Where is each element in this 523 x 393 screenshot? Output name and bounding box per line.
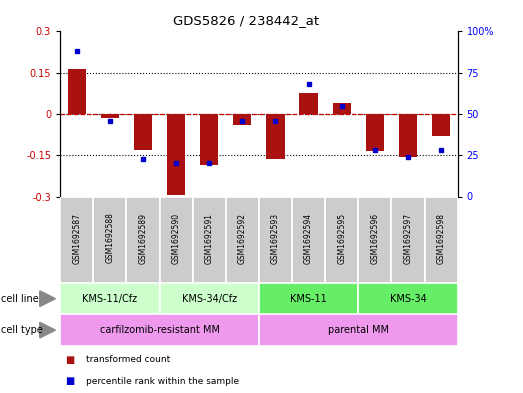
Bar (101, 114, 119, 118)
Text: GSM1692587: GSM1692587 (72, 213, 81, 263)
Bar (192, 196, 226, 283)
Text: GSM1692596: GSM1692596 (370, 213, 379, 264)
Text: ■: ■ (65, 354, 75, 365)
Bar (325, 196, 358, 283)
Bar (60, 283, 160, 314)
Text: GSM1692592: GSM1692592 (238, 213, 247, 263)
Bar (292, 196, 325, 283)
Bar (200, 114, 218, 165)
Bar (432, 114, 450, 136)
Bar (425, 196, 458, 283)
Text: KMS-34: KMS-34 (390, 294, 426, 304)
Polygon shape (40, 291, 55, 307)
Text: GSM1692588: GSM1692588 (105, 213, 115, 263)
Bar (167, 114, 185, 195)
Bar (300, 94, 317, 114)
Text: GSM1692593: GSM1692593 (271, 213, 280, 264)
Text: GDS5826 / 238442_at: GDS5826 / 238442_at (173, 14, 319, 27)
Bar (60, 196, 93, 283)
Polygon shape (40, 322, 55, 338)
Bar (259, 314, 458, 346)
Bar (358, 196, 391, 283)
Text: GSM1692595: GSM1692595 (337, 213, 346, 264)
Bar (233, 114, 252, 125)
Bar (160, 196, 192, 283)
Bar (160, 283, 259, 314)
Text: ■: ■ (65, 376, 75, 386)
Text: GSM1692594: GSM1692594 (304, 213, 313, 264)
Bar (333, 103, 351, 114)
Text: KMS-11: KMS-11 (290, 294, 327, 304)
Bar (366, 114, 384, 151)
Bar (399, 114, 417, 157)
Text: transformed count: transformed count (86, 355, 170, 364)
Text: GSM1692598: GSM1692598 (437, 213, 446, 263)
Bar (226, 196, 259, 283)
Bar (358, 283, 458, 314)
Text: GSM1692591: GSM1692591 (204, 213, 214, 263)
Bar (67, 68, 86, 114)
Text: GSM1692590: GSM1692590 (172, 213, 180, 264)
Text: cell type: cell type (1, 325, 43, 335)
Text: GSM1692589: GSM1692589 (139, 213, 147, 263)
Bar (259, 283, 358, 314)
Text: cell line: cell line (1, 294, 39, 304)
Bar (391, 196, 425, 283)
Text: KMS-11/Cfz: KMS-11/Cfz (82, 294, 138, 304)
Text: carfilzomib-resistant MM: carfilzomib-resistant MM (99, 325, 220, 335)
Bar (93, 196, 127, 283)
Bar (127, 196, 160, 283)
Bar (259, 196, 292, 283)
Bar (60, 314, 259, 346)
Text: parental MM: parental MM (328, 325, 389, 335)
Text: GSM1692597: GSM1692597 (403, 213, 413, 264)
Bar (134, 114, 152, 150)
Text: KMS-34/Cfz: KMS-34/Cfz (181, 294, 237, 304)
Text: percentile rank within the sample: percentile rank within the sample (86, 377, 240, 386)
Bar (266, 114, 285, 160)
